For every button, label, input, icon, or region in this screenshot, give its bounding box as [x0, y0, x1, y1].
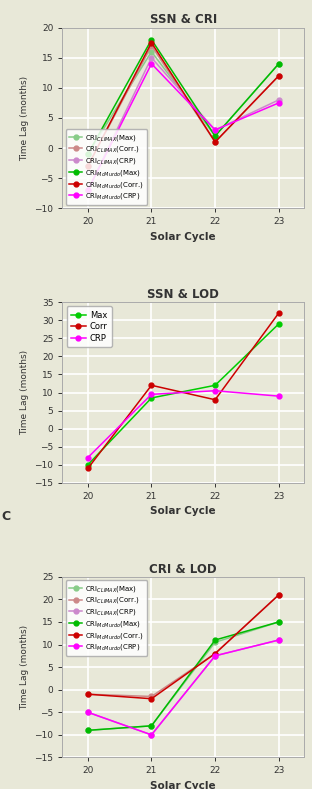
CRI$_{McMurdo}$(CRP) [150, 730, 154, 739]
Line: CRI$_{CLIMAX}$(Corr.): CRI$_{CLIMAX}$(Corr.) [85, 593, 281, 699]
CRI$_{CLIMAX}$(Max) [86, 726, 90, 735]
CRI$_{McMurdo}$(CRP) [86, 185, 90, 195]
Line: CRI$_{CLIMAX}$(Max): CRI$_{CLIMAX}$(Max) [85, 49, 281, 156]
CRI$_{McMurdo}$(Corr.) [86, 162, 90, 171]
CRI$_{CLIMAX}$(CRP) [277, 95, 280, 105]
CRI$_{McMurdo}$(Max) [150, 721, 154, 731]
CRI$_{McMurdo}$(CRP) [86, 708, 90, 717]
CRI$_{McMurdo}$(Max) [277, 617, 280, 626]
Line: Corr: Corr [85, 311, 281, 471]
Line: Max: Max [85, 321, 281, 467]
Corr [213, 395, 217, 405]
CRI$_{McMurdo}$(Corr.) [150, 694, 154, 704]
CRI$_{CLIMAX}$(Corr.) [86, 162, 90, 171]
CRI$_{CLIMAX}$(CRP) [86, 708, 90, 717]
CRI$_{CLIMAX}$(Corr.) [150, 692, 154, 701]
CRI$_{McMurdo}$(Max) [86, 149, 90, 159]
Title: SSN & CRI: SSN & CRI [150, 13, 217, 27]
CRI$_{CLIMAX}$(Corr.) [277, 71, 280, 80]
CRI$_{McMurdo}$(CRP) [150, 59, 154, 69]
CRI$_{CLIMAX}$(CRP) [277, 635, 280, 645]
Line: CRI$_{CLIMAX}$(CRP): CRI$_{CLIMAX}$(CRP) [85, 55, 281, 193]
CRI$_{CLIMAX}$(Max) [213, 131, 217, 140]
Corr [86, 464, 90, 473]
CRI$_{McMurdo}$(Corr.) [150, 38, 154, 47]
X-axis label: Solar Cycle: Solar Cycle [150, 232, 216, 242]
CRI$_{McMurdo}$(Max) [86, 726, 90, 735]
Y-axis label: Time Lag (months): Time Lag (months) [20, 350, 29, 435]
CRP [150, 390, 154, 399]
CRI$_{McMurdo}$(Max) [213, 131, 217, 140]
Max [150, 393, 154, 402]
Y-axis label: Time Lag (months): Time Lag (months) [20, 625, 29, 709]
Text: C: C [2, 510, 11, 523]
CRI$_{CLIMAX}$(Corr.) [213, 137, 217, 147]
Line: CRI$_{CLIMAX}$(CRP): CRI$_{CLIMAX}$(CRP) [85, 638, 281, 737]
Line: CRI$_{McMurdo}$(Max): CRI$_{McMurdo}$(Max) [85, 619, 281, 733]
CRI$_{McMurdo}$(Corr.) [277, 590, 280, 600]
CRI$_{McMurdo}$(CRP) [213, 125, 217, 135]
Legend: Max, Corr, CRP: Max, Corr, CRP [66, 306, 112, 346]
CRI$_{CLIMAX}$(Max) [150, 47, 154, 57]
CRI$_{McMurdo}$(Corr.) [213, 137, 217, 147]
Line: CRP: CRP [85, 388, 281, 460]
Line: CRI$_{McMurdo}$(Corr.): CRI$_{McMurdo}$(Corr.) [85, 593, 281, 701]
CRI$_{CLIMAX}$(Max) [277, 617, 280, 626]
CRI$_{CLIMAX}$(Corr.) [150, 41, 154, 50]
Corr [150, 380, 154, 390]
Title: CRI & LOD: CRI & LOD [149, 563, 217, 576]
CRI$_{CLIMAX}$(CRP) [150, 730, 154, 739]
CRI$_{CLIMAX}$(CRP) [150, 53, 154, 62]
Line: CRI$_{McMurdo}$(CRP): CRI$_{McMurdo}$(CRP) [85, 638, 281, 737]
X-axis label: Solar Cycle: Solar Cycle [150, 507, 216, 517]
Legend: CRI$_{CLIMAX}$(Max), CRI$_{CLIMAX}$(Corr.), CRI$_{CLIMAX}$(CRP), CRI$_{McMurdo}$: CRI$_{CLIMAX}$(Max), CRI$_{CLIMAX}$(Corr… [66, 580, 147, 656]
CRI$_{McMurdo}$(Corr.) [213, 649, 217, 658]
CRI$_{McMurdo}$(CRP) [277, 635, 280, 645]
CRP [277, 391, 280, 401]
Corr [277, 308, 280, 318]
CRI$_{CLIMAX}$(Max) [86, 149, 90, 159]
Line: CRI$_{McMurdo}$(CRP): CRI$_{McMurdo}$(CRP) [85, 62, 281, 193]
CRP [213, 386, 217, 395]
CRI$_{CLIMAX}$(Max) [150, 721, 154, 731]
Legend: CRI$_{CLIMAX}$(Max), CRI$_{CLIMAX}$(Corr.), CRI$_{CLIMAX}$(CRP), CRI$_{McMurdo}$: CRI$_{CLIMAX}$(Max), CRI$_{CLIMAX}$(Corr… [66, 129, 147, 205]
CRI$_{CLIMAX}$(Max) [277, 59, 280, 69]
CRI$_{CLIMAX}$(CRP) [213, 651, 217, 660]
CRI$_{McMurdo}$(Corr.) [86, 690, 90, 699]
Line: CRI$_{McMurdo}$(Corr.): CRI$_{McMurdo}$(Corr.) [85, 40, 281, 169]
CRP [86, 453, 90, 462]
CRI$_{McMurdo}$(Max) [277, 59, 280, 69]
Y-axis label: Time Lag (months): Time Lag (months) [20, 76, 29, 160]
CRI$_{CLIMAX}$(CRP) [213, 125, 217, 135]
CRI$_{CLIMAX}$(Max) [213, 638, 217, 647]
Line: CRI$_{CLIMAX}$(Max): CRI$_{CLIMAX}$(Max) [85, 619, 281, 733]
CRI$_{McMurdo}$(Max) [213, 635, 217, 645]
CRI$_{CLIMAX}$(Corr.) [277, 590, 280, 600]
Line: CRI$_{CLIMAX}$(Corr.): CRI$_{CLIMAX}$(Corr.) [85, 43, 281, 169]
CRI$_{McMurdo}$(CRP) [277, 98, 280, 107]
Max [277, 319, 280, 328]
CRI$_{McMurdo}$(Corr.) [277, 71, 280, 80]
CRI$_{CLIMAX}$(CRP) [86, 185, 90, 195]
Line: CRI$_{McMurdo}$(Max): CRI$_{McMurdo}$(Max) [85, 37, 281, 156]
Max [86, 460, 90, 469]
Max [213, 380, 217, 390]
CRI$_{CLIMAX}$(Corr.) [213, 649, 217, 658]
Title: SSN & LOD: SSN & LOD [147, 288, 219, 301]
CRI$_{McMurdo}$(CRP) [213, 651, 217, 660]
CRI$_{CLIMAX}$(Corr.) [86, 690, 90, 699]
X-axis label: Solar Cycle: Solar Cycle [150, 781, 216, 789]
CRI$_{McMurdo}$(Max) [150, 35, 154, 44]
